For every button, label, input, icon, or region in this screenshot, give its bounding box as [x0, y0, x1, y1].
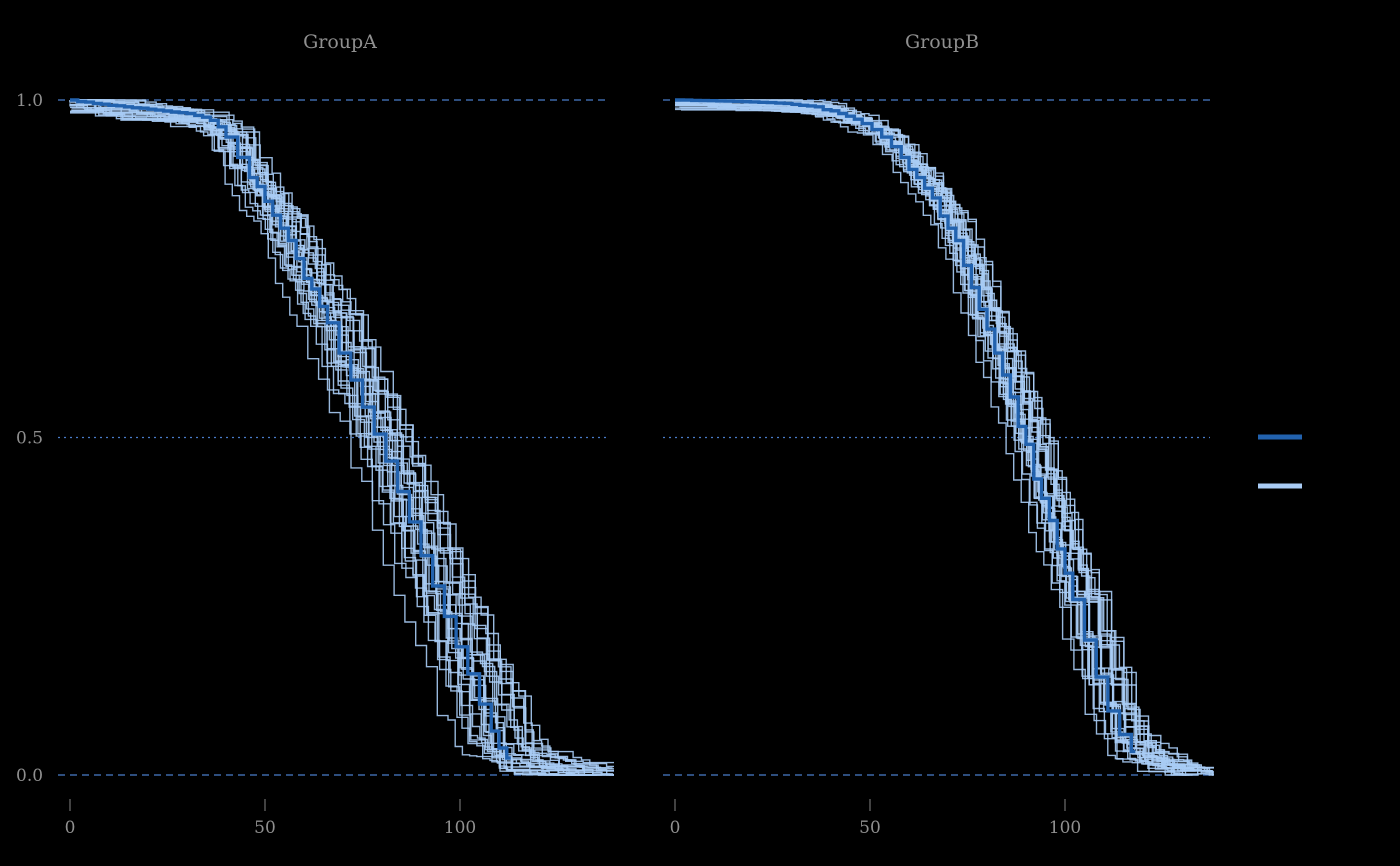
- bootstrap-curve: [76, 101, 580, 776]
- chart-generated-layer: [58, 98, 1214, 811]
- panel-title-groupa: GroupA: [303, 31, 377, 53]
- bootstrap-curve: [70, 99, 542, 767]
- panel-title-groupb: GroupB: [905, 31, 979, 53]
- bootstrap-curve: [69, 100, 586, 776]
- bootstrap-curve: [71, 109, 598, 776]
- x-tick-label-a-100: 100: [444, 818, 476, 838]
- x-tick-label-b-0: 0: [670, 818, 681, 838]
- bootstrap-curve: [80, 99, 597, 776]
- bootstrap-curve: [70, 112, 560, 775]
- bootstrap-curve: [70, 104, 586, 776]
- panel-curves-groupb: [675, 98, 1214, 776]
- bootstrap-curve: [74, 100, 614, 772]
- bootstrap-curve: [70, 103, 569, 768]
- estimate-curve: [675, 98, 1136, 754]
- bootstrap-curve: [70, 110, 613, 769]
- x-tick-label-a-0: 0: [65, 818, 76, 838]
- x-tick-label-a-50: 50: [254, 818, 276, 838]
- bootstrap-curve: [70, 99, 614, 776]
- y-tick-label-1.0: 1.0: [16, 91, 43, 111]
- estimate-curve: [70, 98, 511, 760]
- bootstrap-curve: [675, 101, 1169, 769]
- x-tick-label-b-100: 100: [1049, 818, 1081, 838]
- bootstrap-curve: [70, 104, 614, 776]
- bootstrap-curve: [71, 109, 564, 770]
- bootstrap-curve: [69, 103, 602, 768]
- bootstrap-curve: [70, 101, 614, 768]
- x-tick-label-b-50: 50: [859, 818, 881, 838]
- y-tick-label-0.5: 0.5: [16, 428, 43, 448]
- bootstrap-curve: [75, 99, 614, 764]
- bootstrap-curve: [681, 107, 1212, 772]
- bootstrap-curve: [71, 107, 614, 776]
- bootstrap-curve: [79, 101, 614, 772]
- panel-curves-groupa: [69, 98, 614, 776]
- y-tick-label-0.0: 0.0: [16, 766, 43, 786]
- bootstrap-curve: [70, 111, 603, 776]
